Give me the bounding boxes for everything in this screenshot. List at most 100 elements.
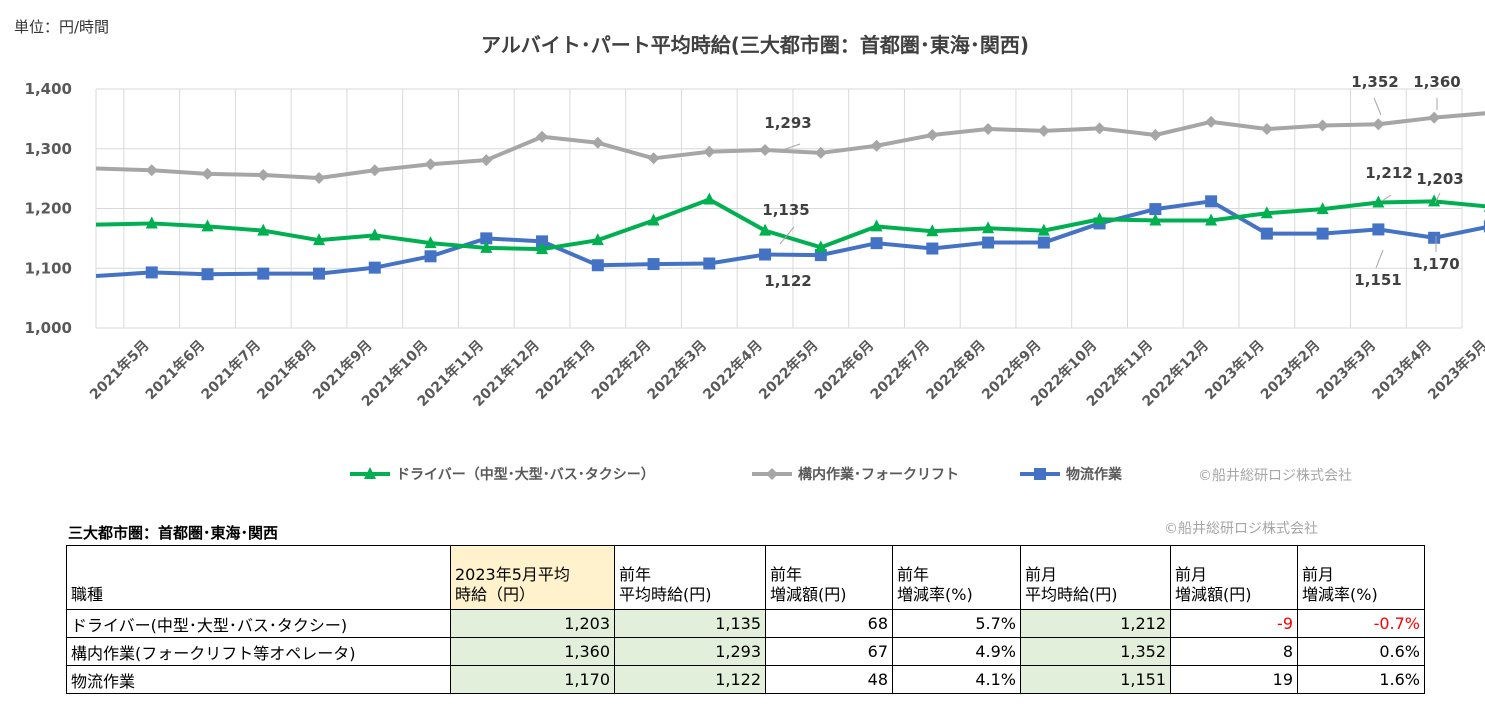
x-tick-label: 2021年5月	[86, 337, 152, 403]
data-labels: 1,293 1,135 1,122 1,352 1,360 1,212 1,203 1,151…	[762, 73, 1463, 290]
data-point	[536, 130, 549, 143]
data-point	[424, 158, 437, 171]
data-point	[368, 228, 381, 241]
mom-diff-cell: -9	[1170, 609, 1298, 638]
data-point	[647, 152, 660, 165]
yoy-rate-cell: 4.1%	[892, 665, 1021, 694]
yoy-rate-cell: 4.9%	[892, 637, 1021, 666]
table-row: 構内作業(フォークリフト等オペレータ) 1,360 1,293 67 4.9% …	[66, 637, 1425, 666]
prev-year-cell: 1,293	[614, 637, 766, 666]
data-point	[480, 232, 493, 245]
mom-diff-cell: 19	[1170, 665, 1298, 694]
data-label: 1,352	[1351, 73, 1398, 91]
series-group	[95, 111, 1485, 281]
x-tick-label: 2021年6月	[142, 337, 208, 403]
data-point	[1372, 223, 1385, 236]
table-row: ドライバー(中型･大型･バス･タクシー) 1,203 1,135 68 5.7%…	[66, 609, 1425, 638]
prev-month-cell: 1,151	[1020, 665, 1171, 694]
data-label: 1,122	[764, 272, 811, 290]
data-point	[591, 259, 604, 272]
mom-rate-cell: 1.6%	[1297, 665, 1425, 694]
series-line	[95, 197, 1485, 252]
data-point	[364, 467, 376, 479]
data-point	[313, 233, 326, 246]
x-tick-label: 2022年5月	[755, 337, 821, 403]
data-label: 1,170	[1412, 255, 1459, 273]
data-point	[1372, 118, 1385, 131]
line-chart: アルバイト･パート平均時給(三大都市圏：首都圏･東海･関西) 1,000 1,10…	[25, 33, 1485, 484]
yoy-diff-cell: 48	[765, 665, 893, 694]
y-tick-label: 1,000	[25, 319, 72, 337]
data-point	[1205, 213, 1218, 226]
x-tick-label: 2023年2月	[1257, 337, 1323, 403]
data-label: 1,151	[1354, 271, 1401, 289]
current-cell: 1,360	[450, 637, 615, 666]
data-label: 1,212	[1365, 164, 1412, 182]
x-tick-label: 2023年4月	[1369, 337, 1435, 403]
data-point	[703, 192, 716, 205]
data-point	[1149, 203, 1162, 216]
x-tick-label: 2021年8月	[254, 337, 320, 403]
data-point	[1149, 129, 1162, 142]
table-title: 三大都市圏：首都圏･東海･関西	[68, 524, 279, 542]
x-tick-label: 2021年7月	[198, 337, 264, 403]
data-point	[647, 213, 660, 226]
data-point	[313, 172, 326, 185]
chart-credit: ©船井総研ロジ株式会社	[1198, 468, 1352, 484]
data-point	[1260, 123, 1273, 136]
data-label: 1,203	[1416, 170, 1463, 188]
header-prev-month: 前月 平均時給(円)	[1020, 545, 1171, 610]
data-point	[145, 216, 158, 229]
y-tick-label: 1,100	[25, 259, 72, 277]
legend: ドライバー（中型･大型･バス･タクシー） 構内作業･フォークリフト 物流作業	[350, 466, 1123, 483]
stats-table: 職種 2023年5月平均 時給（円） 前年 平均時給(円) 前年 増減額(円) 前年増…	[66, 545, 1425, 694]
data-point	[1149, 213, 1162, 226]
data-point	[1205, 195, 1218, 208]
y-axis-ticks: 1,000 1,100 1,200 1,300 1,400	[25, 80, 72, 337]
data-point	[1316, 227, 1329, 240]
chart-title: アルバイト･パート平均時給(三大都市圏：首都圏･東海･関西)	[481, 33, 1029, 57]
x-tick-label: 2022年3月	[644, 337, 710, 403]
x-tick-label: 2022年2月	[588, 337, 654, 403]
x-axis-ticks: 2021年5月2021年6月2021年7月2021年8月2021年9月2021年…	[86, 337, 1485, 410]
data-point	[536, 242, 549, 255]
series-line	[95, 111, 1485, 181]
yoy-diff-cell: 68	[765, 609, 893, 638]
header-prev-year: 前年 平均時給(円)	[614, 545, 766, 610]
x-tick-label: 2022年4月	[700, 337, 766, 403]
data-point	[703, 257, 716, 270]
data-point	[982, 123, 995, 136]
prev-year-cell: 1,122	[614, 665, 766, 694]
data-point	[424, 236, 437, 249]
legend-label: 物流作業	[1066, 466, 1123, 483]
data-point	[313, 267, 326, 280]
legend-label: ドライバー（中型･大型･バス･タクシー）	[396, 466, 655, 483]
y-tick-label: 1,400	[25, 80, 72, 98]
prev-month-cell: 1,212	[1020, 609, 1171, 638]
data-point	[1428, 111, 1441, 124]
data-point	[257, 223, 270, 236]
data-point	[1316, 119, 1329, 132]
header-job: 職種	[66, 545, 451, 610]
data-point	[424, 250, 437, 263]
data-point	[480, 240, 493, 253]
data-point	[257, 169, 270, 182]
data-point	[201, 268, 214, 281]
header-mom-diff: 前月 増減額(円)	[1170, 545, 1298, 610]
data-point	[201, 219, 214, 232]
y-tick-label: 1,200	[25, 200, 72, 218]
data-point	[536, 235, 549, 248]
header-current: 2023年5月平均 時給（円）	[450, 545, 615, 610]
data-point	[982, 236, 995, 249]
y-tick-label: 1,300	[25, 140, 72, 158]
label-leader	[779, 143, 801, 152]
legend-label: 構内作業･フォークリフト	[798, 466, 959, 483]
job-cell: 物流作業	[66, 665, 451, 694]
data-point	[982, 221, 995, 234]
label-leader	[1381, 194, 1392, 202]
label-leader	[1373, 97, 1382, 116]
data-point	[1428, 231, 1441, 244]
data-point	[870, 219, 883, 232]
x-tick-label: 2022年8月	[923, 337, 989, 403]
data-point	[591, 233, 604, 246]
